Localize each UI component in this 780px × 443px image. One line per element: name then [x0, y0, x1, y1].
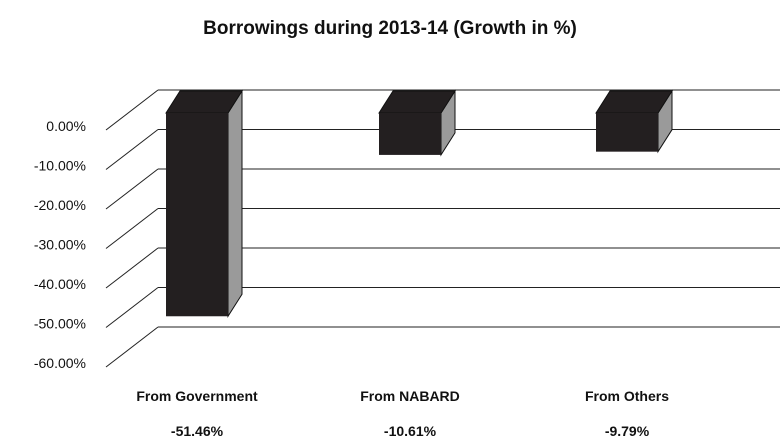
grid-diagonal	[105, 168, 159, 210]
y-tick-label: -60.00%	[34, 355, 86, 371]
grid-diagonal	[105, 89, 159, 131]
data-label: -10.61%	[384, 423, 437, 439]
bar	[378, 89, 456, 157]
y-tick-label: -10.00%	[34, 158, 86, 174]
bar-top	[378, 90, 456, 114]
y-tick-label: 0.00%	[46, 118, 86, 134]
bar-front	[596, 113, 658, 152]
bar-top	[165, 90, 243, 114]
y-tick-label: -50.00%	[34, 316, 86, 332]
category-labels: From Government From NABARD From Others	[136, 388, 669, 404]
bar-top	[595, 90, 673, 114]
bar	[595, 89, 673, 154]
grid-diagonal	[105, 208, 159, 249]
y-axis-ticks: 0.00% -10.00% -20.00% -30.00% -40.00% -50.00%…	[34, 118, 86, 371]
grid-diagonal	[105, 287, 159, 328]
grid-diagonal	[105, 326, 159, 368]
grid-diagonal	[105, 247, 159, 289]
data-label: -51.46%	[171, 423, 224, 439]
category-label: From Government	[136, 388, 258, 404]
bars	[165, 89, 673, 318]
chart-title: Borrowings during 2013-14 (Growth in %)	[203, 18, 577, 39]
y-tick-label: -40.00%	[34, 276, 86, 292]
y-tick-label: -30.00%	[34, 237, 86, 253]
bar-front	[379, 113, 441, 155]
grid-lines	[105, 89, 780, 368]
y-tick-label: -20.00%	[34, 197, 86, 213]
grid-diagonal	[105, 129, 159, 170]
value-labels: -51.46% -10.61% -9.79%	[171, 423, 650, 439]
category-label: From Others	[585, 388, 669, 404]
data-label: -9.79%	[605, 423, 650, 439]
bar-side	[227, 89, 243, 318]
bar-front	[166, 113, 228, 317]
category-label: From NABARD	[360, 388, 460, 404]
bar	[165, 89, 243, 318]
